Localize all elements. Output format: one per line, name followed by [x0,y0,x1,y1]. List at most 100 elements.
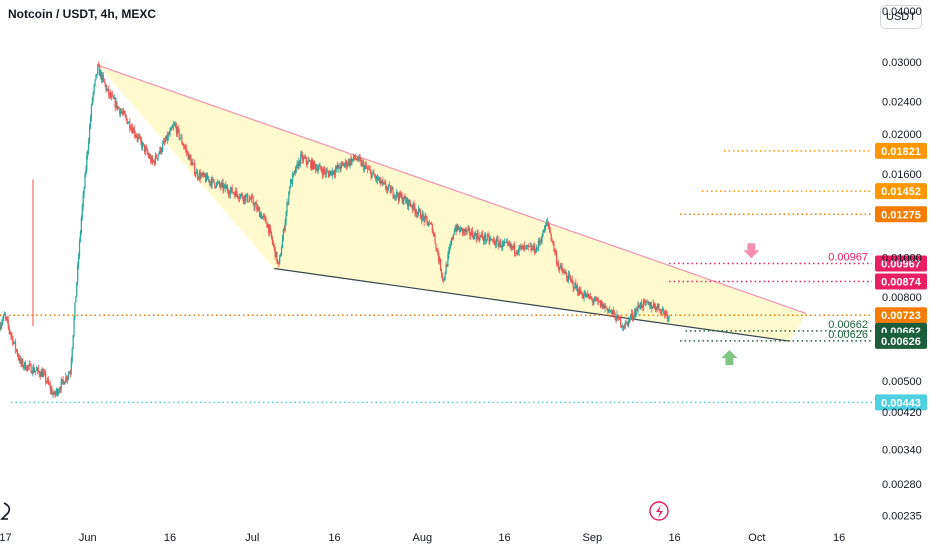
candle-body [384,182,386,184]
candle-body [483,234,486,241]
candle-body [90,104,93,119]
candle-body [208,179,210,183]
candle-body [619,318,621,320]
candle-body [219,185,221,187]
candle-body [467,228,469,230]
candle-body [513,244,515,249]
candle-body [127,122,129,124]
candle-body [590,297,592,299]
candle-body [203,173,205,176]
candle-body [308,160,310,162]
candle-body [79,231,82,241]
candle-body [34,371,36,373]
candle-body [599,301,601,303]
candle-body [66,376,68,380]
candle-body [172,126,174,129]
candle-body [485,239,487,241]
candle-body [228,194,231,195]
candle-body [133,128,135,135]
candle-body [92,92,94,99]
candle-body [597,300,599,302]
candle-body [238,197,241,199]
candle-body [221,182,223,184]
candle-body [390,189,392,193]
candle-body [214,182,216,187]
candle-body [628,318,630,325]
candle-body [213,179,215,183]
candle-body [527,245,529,247]
candle-body [596,298,598,301]
candle-body [60,380,62,390]
candle-body [250,196,252,200]
candle-body [289,187,291,192]
candle-body [240,193,242,195]
candle-body [529,245,531,247]
candle-body [609,309,611,312]
candle-body [627,321,629,325]
y-tick-label: 0.02400 [882,97,922,109]
candle-body [87,150,89,156]
candle-body [521,245,523,247]
candle-body [43,372,45,374]
x-tick-label: Jul [245,532,259,544]
candle-body [380,183,382,184]
candle-body [56,389,58,393]
level-badge [875,332,927,349]
candle-body [518,245,520,252]
candle-body [152,160,155,163]
candle-body [349,158,351,166]
candle-body [205,174,208,182]
candle-body [27,365,29,367]
currency-button[interactable]: USDT [880,5,922,29]
candle-body [37,367,39,372]
candle-body [80,217,82,232]
candle-body [429,223,432,225]
candle-body [492,239,495,241]
candle-body [141,143,144,148]
y-tick-label: 0.00235 [882,510,922,522]
candle-body [230,187,232,191]
candle-body [25,369,28,371]
candle-body [32,367,34,374]
candle-body [457,224,459,230]
candle-body [198,172,200,179]
candle-body [59,389,61,391]
candle-body [479,235,481,241]
candle-body [16,350,18,356]
candle-body [258,208,261,218]
candle-body [277,261,279,263]
candle-body [15,349,18,351]
candle-body [401,195,403,203]
candle-body [480,235,482,237]
candle-body [314,164,316,170]
candle-body [662,309,664,311]
candle-body [169,130,171,135]
candle-body [411,206,413,209]
candle-body [287,202,289,204]
candle-body [275,252,277,258]
candle-body [641,306,644,308]
candle-body [369,169,371,171]
candle-body [269,227,272,232]
candle-body [157,154,159,159]
extra-layer [0,243,760,521]
chart-title: Notcoin / USDT, 4h, MEXC [8,7,157,21]
candle-body [246,194,248,197]
candle-body [364,166,366,171]
candle-body [655,309,657,311]
candle-body [276,252,278,263]
candle-body [162,143,164,151]
flash-bolt-icon [656,505,663,518]
candle-body [249,199,252,201]
candle-body [286,202,288,213]
candle-body [470,235,472,236]
candle-body [434,235,436,244]
candle-body [423,216,425,222]
level-badge [875,394,927,411]
candle-body [200,175,202,179]
candle-body [148,154,150,158]
candle-body [607,308,609,312]
candle-body [424,215,426,222]
candle-body [524,245,526,247]
